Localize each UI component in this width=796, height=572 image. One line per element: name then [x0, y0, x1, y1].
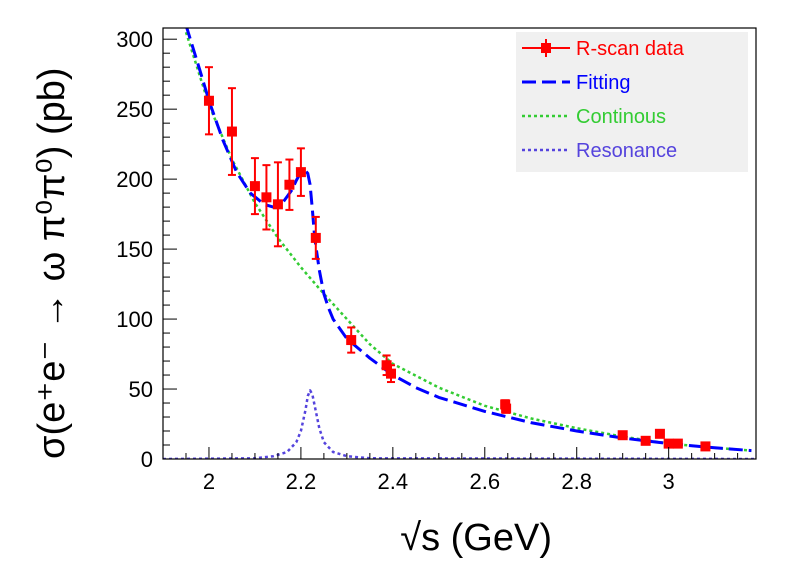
y-tick-label: 250: [116, 97, 153, 122]
data-point: [663, 438, 674, 449]
data-point: [654, 428, 665, 439]
data-marker: [310, 232, 321, 243]
y-tick-label: 150: [116, 237, 153, 262]
x-tick-label: 2.2: [286, 469, 317, 494]
data-marker: [663, 438, 674, 449]
data-point: [310, 215, 321, 260]
data-marker: [617, 430, 628, 441]
data-point: [203, 66, 214, 136]
data-marker: [261, 192, 272, 203]
y-axis: 0 50 100 150 200 250 300: [116, 27, 177, 472]
data-marker: [295, 167, 306, 178]
data-marker: [203, 95, 214, 106]
data-marker: [386, 368, 397, 379]
legend-marker: [541, 43, 551, 53]
x-tick-label: 2: [203, 469, 215, 494]
data-marker: [249, 181, 260, 192]
y-tick-label: 100: [116, 307, 153, 332]
data-marker: [284, 179, 295, 190]
data-point: [261, 164, 272, 231]
data-points-layer: [203, 66, 711, 452]
data-point: [249, 157, 260, 216]
data-point: [501, 403, 512, 414]
data-point: [346, 326, 357, 354]
data-point: [284, 158, 295, 211]
x-tick-label: 2.8: [561, 469, 592, 494]
data-point: [226, 87, 237, 176]
legend-label: Continous: [576, 106, 666, 128]
data-marker: [501, 403, 512, 414]
legend-item: Continous: [522, 106, 666, 128]
legend-label: Fitting: [576, 72, 630, 94]
data-point: [617, 430, 628, 441]
x-axis: 2 2.2 2.4 2.6 2.8 3: [162, 447, 739, 494]
y-tick-label: 200: [116, 167, 153, 192]
legend-label: R-scan data: [576, 38, 685, 60]
data-marker: [654, 428, 665, 439]
x-axis-title: √s (GeV): [400, 517, 552, 559]
legend-label: Resonance: [576, 140, 677, 162]
data-point: [640, 435, 651, 446]
data-marker: [346, 335, 357, 346]
y-tick-label: 50: [129, 377, 153, 402]
curve-resonance: [163, 389, 756, 459]
data-point: [672, 438, 683, 449]
y-axis-title: σ(e⁺e⁻ → ω π⁰π⁰) (pb): [31, 67, 73, 459]
y-tick-label: 0: [141, 447, 153, 472]
legend: R-scan data Fitting Continous Resonance: [516, 32, 748, 172]
plot-frame: [162, 27, 757, 460]
data-marker: [272, 199, 283, 210]
y-tick-label: 300: [116, 27, 153, 52]
legend-item: R-scan data: [522, 38, 685, 60]
x-tick-label: 3: [663, 469, 675, 494]
data-marker: [672, 438, 683, 449]
x-tick-label: 2.6: [469, 469, 500, 494]
data-point: [272, 161, 283, 248]
data-point: [700, 441, 711, 452]
data-point: [386, 364, 397, 384]
data-marker: [226, 126, 237, 137]
x-tick-label: 2.4: [378, 469, 409, 494]
data-marker: [700, 441, 711, 452]
data-marker: [381, 360, 392, 371]
data-point: [295, 147, 306, 197]
data-marker: [640, 435, 651, 446]
legend-item: Fitting: [522, 72, 630, 94]
legend-item: Resonance: [522, 140, 677, 162]
legend-box: [516, 32, 748, 172]
